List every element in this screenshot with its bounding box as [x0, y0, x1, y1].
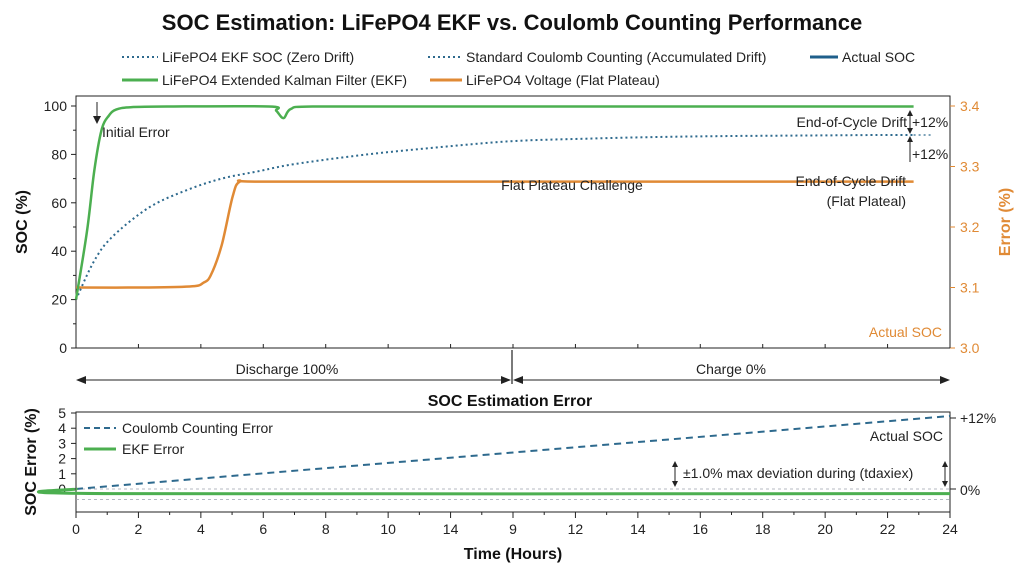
top-series-group	[74, 104, 932, 301]
bottom-x-tick-label: 14	[630, 521, 646, 537]
top-left-tick-label: 80	[51, 146, 67, 162]
bottom-plus12-label: +12%	[960, 410, 996, 426]
bottom-x-tick-label: 16	[692, 521, 708, 537]
top-right-tick-label: 3.1	[960, 280, 980, 296]
flat-plateau-label: Flat Plateau Challenge	[501, 177, 643, 193]
bottom-y-tick-label: 4	[58, 420, 66, 436]
top-left-tick-label: 0	[59, 340, 67, 356]
bottom-x-tick-label: 22	[880, 521, 896, 537]
series-coulomb-error-line	[75, 415, 951, 490]
eoc-mid-arrow-up	[907, 136, 913, 142]
bottom-series-group	[37, 415, 951, 496]
discharge-arrowhead-left	[76, 376, 86, 384]
bottom-x-axis: 0 2 4 6 8 10 14 9 12 14 16 18 20 22 24	[72, 344, 958, 537]
bottom-y-tick-label: 1	[58, 466, 66, 482]
top-right-tick-label: 3.4	[960, 98, 980, 114]
charge-arrowhead-left	[513, 376, 523, 384]
eoc-drift-arrow-down	[907, 128, 913, 134]
bottom-y-tick-label: 3	[58, 435, 66, 451]
bottom-x-tick-label: 20	[817, 521, 833, 537]
charge-arrowhead-right	[940, 376, 950, 384]
charge-label: Charge 0%	[696, 361, 766, 377]
top-right-tick-label: 3.2	[960, 219, 980, 235]
top-left-tick-label: 60	[51, 195, 67, 211]
series-ekf-line	[74, 104, 914, 300]
bottom-actual-soc-label: Actual SOC	[870, 428, 943, 444]
bottom-x-tick-label: 0	[72, 521, 80, 537]
eoc-drift-label: End-of-Cycle Drift	[797, 114, 908, 130]
bottom-x-tick-label: 14	[443, 521, 459, 537]
bottom-x-tick-label: 2	[135, 521, 143, 537]
top-right-axis: 3.0 3.1 3.2 3.3 3.4	[950, 98, 980, 356]
bottom-y-tick-label: 5	[58, 405, 66, 421]
bottom-x-tick-label: 4	[197, 521, 205, 537]
legend-label-actual: Actual SOC	[842, 49, 915, 65]
top-right-tick-label: 3.3	[960, 159, 980, 175]
series-ekf-soc-line	[75, 134, 914, 301]
bottom-x-tick-label: 24	[942, 521, 958, 537]
discharge-arrowhead-right	[501, 376, 511, 384]
legend-label-ekf-soc: LiFePO4 EKF SOC (Zero Drift)	[162, 49, 354, 65]
bottom-title: SOC Estimation Error	[428, 393, 592, 410]
eoc-plus12-top: +12%	[912, 114, 948, 130]
top-right-tick-label: 3.0	[960, 340, 980, 356]
max-dev-right-down	[942, 481, 948, 487]
bottom-x-tick-label: 18	[755, 521, 771, 537]
max-dev-right-up	[942, 461, 948, 467]
bottom-legend: Coulomb Counting Error EKF Error	[84, 420, 273, 457]
bottom-y-tick-label: 2	[58, 451, 66, 467]
initial-error-label: Initial Error	[102, 124, 170, 140]
eoc-drift-arrow-up	[907, 110, 913, 116]
bottom-x-tick-label: 8	[322, 521, 330, 537]
actual-soc-right-label: Actual SOC	[869, 324, 942, 340]
bottom-reference-lines	[76, 488, 950, 501]
bottom-legend-label-ekf: EKF Error	[122, 441, 185, 457]
bottom-legend-label-coulomb: Coulomb Counting Error	[122, 420, 273, 436]
eoc-plus12-mid: +12%	[912, 146, 948, 162]
discharge-label: Discharge 100%	[236, 361, 339, 377]
legend-label-coulomb: Standard Coulomb Counting (Accumulated D…	[466, 49, 766, 65]
eoc-drift-flat-label-1: End-of-Cycle Drift	[796, 173, 907, 189]
top-left-tick-label: 100	[44, 98, 68, 114]
bottom-x-tick-label: 12	[568, 521, 584, 537]
bottom-annotations: Actual SOC ±1.0% max deviation during (t…	[672, 410, 996, 498]
legend-label-voltage: LiFePO4 Voltage (Flat Plateau)	[466, 72, 660, 88]
max-dev-label: ±1.0% max deviation during (tdaxiex)	[683, 465, 913, 481]
bottom-x-tick-label: 6	[259, 521, 267, 537]
legend-label-ekf: LiFePO4 Extended Kalman Filter (EKF)	[162, 72, 407, 88]
series-ekf-error-line	[37, 487, 951, 496]
bottom-x-tick-label: 9	[509, 521, 517, 537]
top-plot-frame	[75, 95, 951, 349]
max-dev-left-up	[672, 461, 678, 467]
top-left-tick-label: 20	[51, 292, 67, 308]
top-annotations: Initial Error End-of-Cycle Drift +12% +1…	[93, 102, 948, 340]
top-ylabel: SOC (%)	[14, 190, 31, 254]
initial-error-arrowhead	[93, 116, 101, 124]
bottom-ylabel: SOC Error (%)	[23, 408, 40, 516]
series-voltage-line	[75, 179, 914, 289]
top-left-axis: 0 20 40 60 80 100	[44, 98, 76, 356]
bottom-zero-label: 0%	[960, 482, 980, 498]
chart-title: SOC Estimation: LiFePO4 EKF vs. Coulomb …	[162, 10, 862, 35]
eoc-drift-flat-label-2: (Flat Plateal)	[827, 193, 906, 209]
top-ylabel-right: Error (%)	[997, 188, 1014, 256]
bottom-xlabel: Time (Hours)	[464, 546, 562, 563]
bottom-x-tick-label: 10	[380, 521, 396, 537]
top-left-tick-label: 40	[51, 243, 67, 259]
phase-markers: Discharge 100% Charge 0%	[76, 350, 950, 384]
legend: LiFePO4 EKF SOC (Zero Drift) Standard Co…	[122, 49, 915, 88]
max-dev-left-down	[672, 481, 678, 487]
